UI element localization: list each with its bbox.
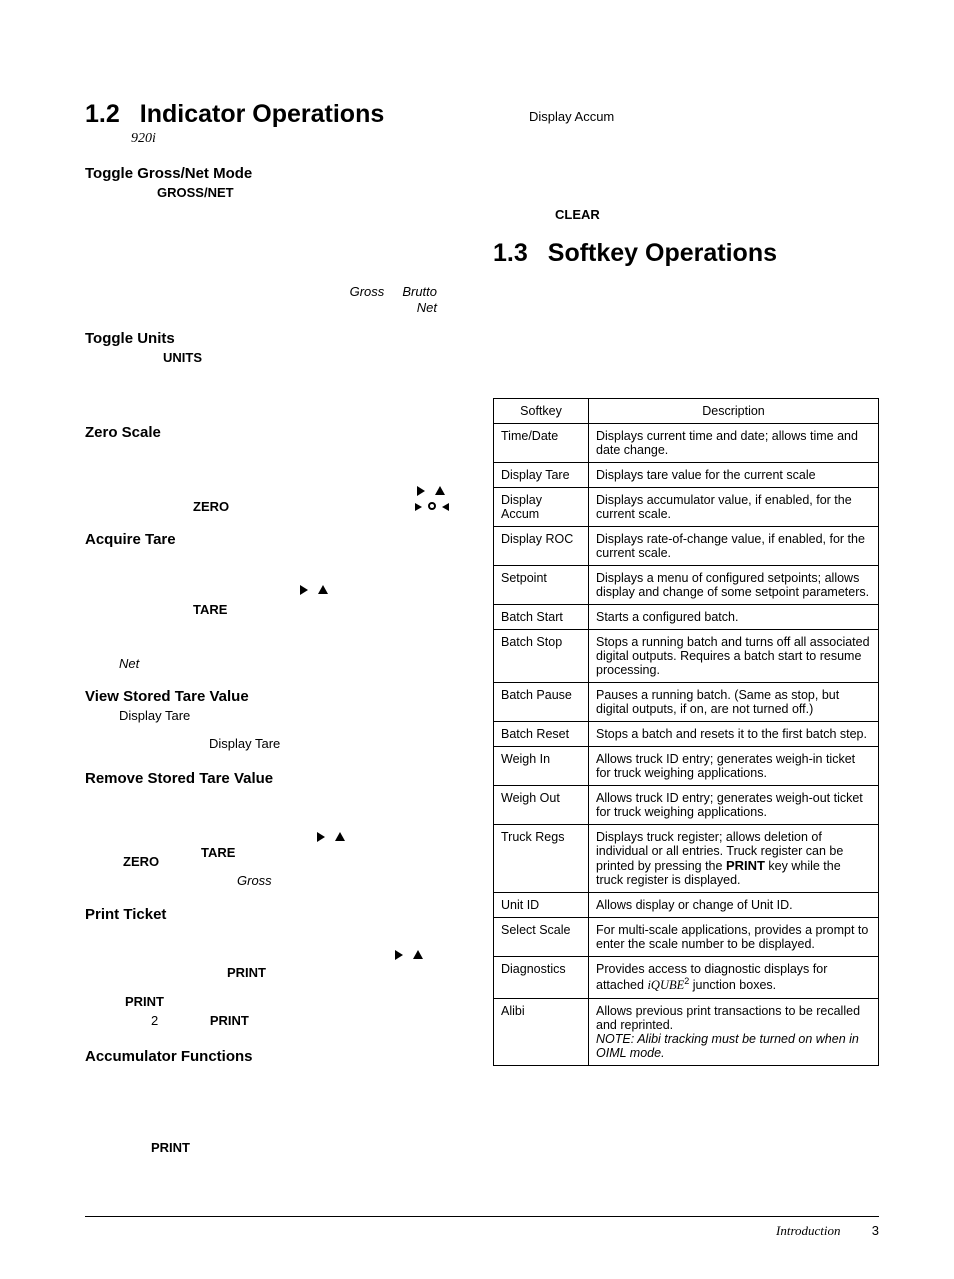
cell-desc: Allows display or change of Unit ID. [589, 893, 879, 918]
label-gross-2: Gross [237, 873, 455, 888]
enter-icon [300, 582, 328, 600]
cell-desc: For multi-scale applications, provides a… [589, 918, 879, 957]
key-zero: ZERO [193, 499, 229, 514]
enter-icon [317, 829, 345, 847]
subhead-remove-stored: Remove Stored Tare Value [85, 770, 455, 787]
label-net2: Net [119, 656, 139, 671]
col-header-softkey: Softkey [494, 399, 589, 424]
subhead-view-stored: View Stored Tare Value [85, 688, 455, 705]
key-print-2: PRINT [125, 994, 164, 1009]
cell-desc: Displays a menu of configured setpoints;… [589, 566, 879, 605]
cell-desc: Allows previous print transactions to be… [589, 999, 879, 1066]
key-tare: TARE [193, 602, 227, 617]
cell-softkey: Batch Stop [494, 630, 589, 683]
label-display-accum: Display Accum [529, 108, 879, 126]
key-clear: CLEAR [555, 207, 600, 222]
key-tare-2: TARE [201, 845, 235, 860]
key-print: PRINT [227, 965, 266, 980]
label-2: 2 [151, 1013, 158, 1028]
key-print-3: PRINT [210, 1013, 249, 1028]
table-row: Batch StopStops a running batch and turn… [494, 630, 879, 683]
label-display-tare-1: Display Tare [119, 707, 455, 725]
cell-softkey: Weigh In [494, 747, 589, 786]
key-print-4: PRINT [151, 1140, 190, 1155]
cell-softkey: Display Tare [494, 463, 589, 488]
table-row: SetpointDisplays a menu of configured se… [494, 566, 879, 605]
section-title: Indicator Operations [140, 100, 384, 128]
cell-softkey: Unit ID [494, 893, 589, 918]
cell-desc: Stops a running batch and turns off all … [589, 630, 879, 683]
cell-desc: Pauses a running batch. (Same as stop, b… [589, 683, 879, 722]
cell-softkey: Display ROC [494, 527, 589, 566]
label-display-tare-2: Display Tare [209, 735, 455, 753]
cell-softkey: Batch Reset [494, 722, 589, 747]
cell-softkey: Diagnostics [494, 957, 589, 999]
section-number: 1.3 [493, 239, 528, 268]
softkey-table: Softkey Description Time/DateDisplays cu… [493, 398, 879, 1066]
cell-desc: Displays accumulator value, if enabled, … [589, 488, 879, 527]
body-text: GROSS/NET [85, 184, 455, 202]
subhead-acquire-tare: Acquire Tare [85, 531, 455, 548]
col-header-description: Description [589, 399, 879, 424]
table-row: Display ROCDisplays rate-of-change value… [494, 527, 879, 566]
cell-desc: Starts a configured batch. [589, 605, 879, 630]
cell-softkey: Batch Pause [494, 683, 589, 722]
table-row: Diagnostics Provides access to diagnosti… [494, 957, 879, 999]
section-1-2-heading: 1.2 Indicator Operations [85, 100, 455, 129]
table-row: Time/DateDisplays current time and date;… [494, 424, 879, 463]
table-row: Alibi Allows previous print transactions… [494, 999, 879, 1066]
cell-softkey: Setpoint [494, 566, 589, 605]
footer-page-number: 3 [872, 1223, 879, 1238]
cell-softkey: Alibi [494, 999, 589, 1066]
cell-desc: Displays current time and date; allows t… [589, 424, 879, 463]
cell-softkey: Truck Regs [494, 825, 589, 893]
section-title: Softkey Operations [548, 239, 777, 267]
table-row: Weigh OutAllows truck ID entry; generate… [494, 786, 879, 825]
table-header-row: Softkey Description [494, 399, 879, 424]
key-grossnet: GROSS/NET [157, 185, 234, 200]
zero-icon [415, 499, 449, 517]
section-number: 1.2 [85, 100, 120, 129]
section-1-3-heading: 1.3 Softkey Operations [493, 239, 879, 268]
label-net: Net [417, 300, 437, 315]
cell-softkey: Select Scale [494, 918, 589, 957]
cell-softkey: Display Accum [494, 488, 589, 527]
table-row: Batch ResetStops a batch and resets it t… [494, 722, 879, 747]
subhead-toggle-units: Toggle Units [85, 330, 455, 347]
subhead-toggle-grossnet: Toggle Gross/Net Mode [85, 165, 455, 182]
page-footer: Introduction 3 [85, 1216, 879, 1239]
subhead-print-ticket: Print Ticket [85, 906, 455, 923]
table-row: Batch StartStarts a configured batch. [494, 605, 879, 630]
table-row: Batch PausePauses a running batch. (Same… [494, 683, 879, 722]
key-units: UNITS [163, 350, 202, 365]
cell-desc: Displays rate-of-change value, if enable… [589, 527, 879, 566]
table-row: Truck Regs Displays truck register; allo… [494, 825, 879, 893]
table-row: Weigh InAllows truck ID entry; generates… [494, 747, 879, 786]
table-row: Unit IDAllows display or change of Unit … [494, 893, 879, 918]
subhead-accumulator: Accumulator Functions [85, 1048, 455, 1065]
enter-icon [395, 947, 423, 965]
table-row: Display TareDisplays tare value for the … [494, 463, 879, 488]
model-name: 920i [131, 131, 455, 147]
label-gross: Gross [350, 284, 385, 299]
cell-desc: Allows truck ID entry; generates weigh-o… [589, 786, 879, 825]
table-row: Display AccumDisplays accumulator value,… [494, 488, 879, 527]
cell-softkey: Weigh Out [494, 786, 589, 825]
key-zero-2: ZERO [123, 854, 159, 869]
cell-desc: Displays truck register; allows deletion… [589, 825, 879, 893]
table-row: Select ScaleFor multi-scale applications… [494, 918, 879, 957]
cell-desc: Displays tare value for the current scal… [589, 463, 879, 488]
cell-desc: Stops a batch and resets it to the first… [589, 722, 879, 747]
label-brutto: Brutto [402, 284, 437, 299]
cell-softkey: Time/Date [494, 424, 589, 463]
subhead-zero-scale: Zero Scale [85, 424, 455, 441]
cell-desc: Allows truck ID entry; generates weigh-i… [589, 747, 879, 786]
footer-section: Introduction [776, 1223, 841, 1238]
cell-softkey: Batch Start [494, 605, 589, 630]
cell-desc: Provides access to diagnostic displays f… [589, 957, 879, 999]
